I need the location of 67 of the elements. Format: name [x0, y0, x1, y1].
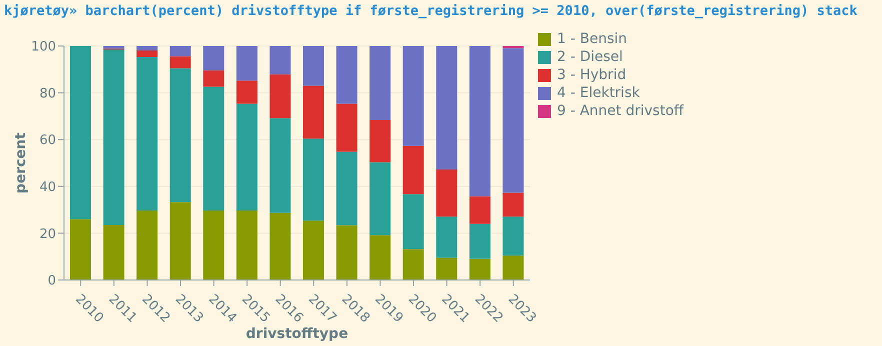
y-tick-label: 40	[39, 180, 56, 196]
bar	[502, 192, 524, 217]
y-tick-label: 60	[39, 133, 56, 148]
bar	[203, 46, 224, 70]
bar	[469, 224, 490, 259]
bar	[103, 225, 124, 280]
bar	[70, 46, 91, 220]
y-tick-label: 0	[48, 274, 56, 289]
bar	[402, 249, 424, 280]
legend-label: 3 - Hybrid	[557, 67, 626, 83]
bar	[103, 50, 124, 226]
bar	[203, 70, 224, 87]
bar	[170, 56, 191, 68]
y-axis-title: percent	[12, 132, 29, 194]
y-tick-label: 100	[31, 40, 56, 55]
bar	[336, 152, 358, 226]
bar	[136, 50, 158, 57]
bar	[103, 46, 124, 49]
bar	[436, 258, 458, 280]
bar	[436, 216, 458, 258]
bar	[469, 196, 490, 224]
bar	[336, 104, 358, 152]
legend-label: 1 - Bensin	[557, 31, 628, 47]
bar	[136, 210, 158, 280]
bar	[302, 86, 324, 139]
bar	[70, 219, 91, 280]
bar	[203, 86, 224, 210]
bar	[370, 120, 391, 162]
bar	[502, 216, 524, 256]
y-tick-label: 80	[39, 86, 56, 102]
bar	[402, 146, 424, 194]
bar	[270, 212, 291, 280]
x-axis-title: drivstofftype	[246, 326, 348, 342]
bar	[170, 68, 191, 202]
bar	[370, 46, 391, 120]
bar	[336, 225, 358, 280]
bar	[236, 210, 258, 280]
bar	[270, 74, 291, 118]
bar	[302, 46, 324, 86]
bar	[469, 258, 490, 280]
chart-title: kjøretøy» barchart(percent) drivstofftype if første_registrering >= 2010, over(første_registrering) stack	[4, 3, 858, 19]
bar	[302, 220, 324, 280]
bar	[502, 256, 524, 280]
bar	[270, 118, 291, 213]
bar	[469, 46, 490, 196]
bar	[336, 46, 358, 104]
y-tick-label: 20	[39, 226, 56, 242]
bar	[402, 46, 424, 146]
bar	[270, 46, 291, 74]
bar	[203, 210, 224, 280]
bar	[236, 104, 258, 210]
legend-label: 9 - Annet drivstoff	[557, 103, 684, 119]
legend-label: 2 - Diesel	[557, 49, 623, 65]
bar	[370, 162, 391, 236]
bar	[502, 48, 524, 193]
bar	[136, 46, 158, 50]
bar	[436, 46, 458, 170]
bar	[436, 170, 458, 217]
bar	[170, 46, 191, 56]
bar	[402, 194, 424, 250]
bar	[302, 138, 324, 221]
bar	[370, 235, 391, 280]
bar	[236, 80, 258, 104]
bar	[136, 57, 158, 210]
legend-label: 4 - Elektrisk	[557, 85, 640, 101]
bar	[170, 202, 191, 280]
bar	[236, 46, 258, 81]
